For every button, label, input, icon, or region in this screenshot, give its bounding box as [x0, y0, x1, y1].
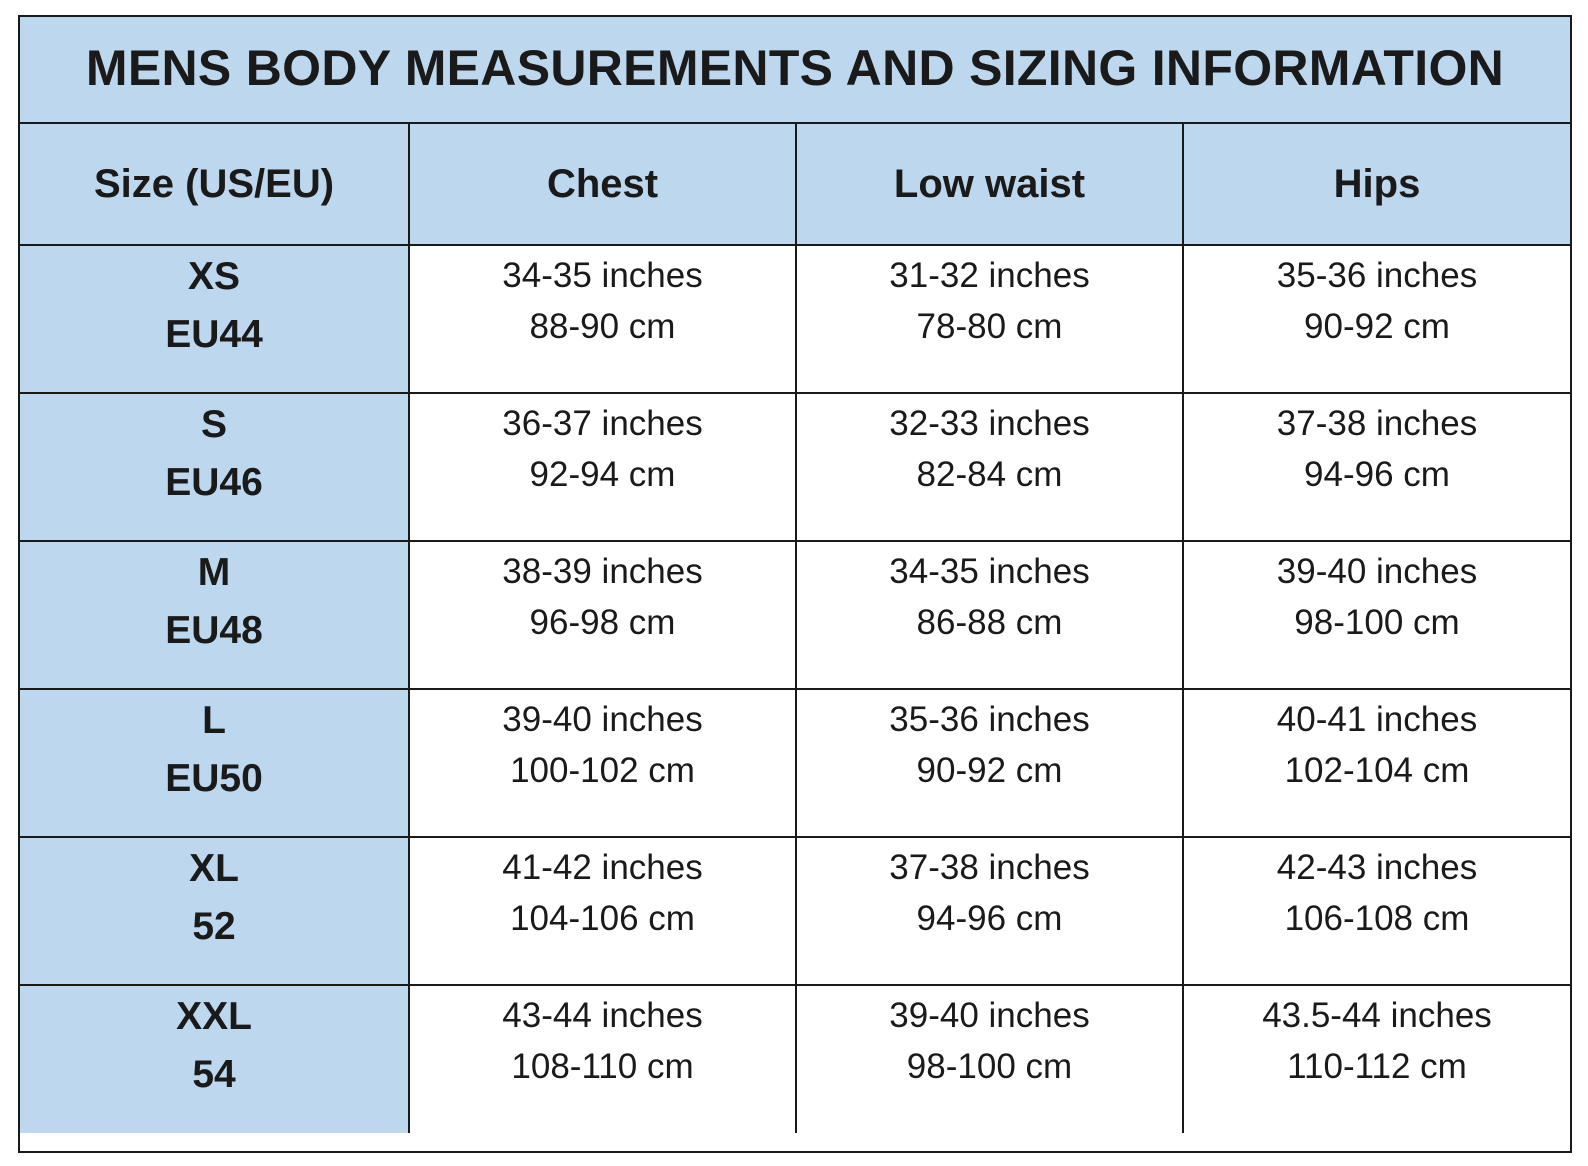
low-waist-inches: 39-40 inches [889, 996, 1090, 1035]
hips-cm: 110-112 cm [1287, 1047, 1467, 1086]
low-waist-cell: 34-35 inches 86-88 cm [795, 540, 1184, 690]
table-row: L EU50 39-40 inches 100-102 cm 35-36 inc… [20, 688, 1570, 838]
chest-inches: 43-44 inches [502, 996, 703, 1035]
hips-cm: 106-108 cm [1284, 899, 1470, 938]
chest-cm: 104-106 cm [510, 899, 695, 938]
low-waist-cm: 94-96 cm [916, 899, 1063, 938]
hips-inches: 40-41 inches [1276, 700, 1478, 739]
size-label: L [202, 699, 226, 742]
size-label: XXL [176, 995, 252, 1038]
chest-cm: 100-102 cm [510, 751, 695, 790]
column-header-chest: Chest [408, 124, 797, 246]
low-waist-inches: 34-35 inches [889, 552, 1090, 591]
chest-inches: 41-42 inches [502, 848, 703, 887]
eu-size-label: EU50 [165, 757, 263, 800]
low-waist-cell: 32-33 inches 82-84 cm [795, 392, 1184, 542]
low-waist-cm: 78-80 cm [916, 307, 1063, 346]
hips-cm: 90-92 cm [1304, 307, 1450, 346]
hips-cell: 37-38 inches 94-96 cm [1181, 392, 1570, 542]
size-table: Size (US/EU) Chest Low waist Hips XS EU4… [20, 124, 1570, 1133]
hips-cell: 39-40 inches 98-100 cm [1181, 540, 1570, 690]
size-label: XS [187, 255, 241, 298]
column-header-size: Size (US/EU) [20, 124, 411, 246]
hips-inches: 42-43 inches [1276, 848, 1478, 887]
size-cell: XS EU44 [20, 244, 411, 394]
chest-inches: 39-40 inches [502, 700, 703, 739]
chest-cm: 88-90 cm [529, 307, 676, 346]
table-row: S EU46 36-37 inches 92-94 cm 32-33 inche… [20, 392, 1570, 542]
chest-inches: 36-37 inches [502, 404, 703, 443]
size-chart: MENS BODY MEASUREMENTS AND SIZING INFORM… [18, 15, 1572, 1153]
hips-cm: 94-96 cm [1304, 455, 1450, 494]
low-waist-inches: 37-38 inches [889, 848, 1090, 887]
table-row: XL 52 41-42 inches 104-106 cm 37-38 inch… [20, 836, 1570, 986]
header-row: Size (US/EU) Chest Low waist Hips [20, 124, 1570, 246]
hips-inches: 35-36 inches [1276, 256, 1478, 295]
hips-cm: 98-100 cm [1294, 603, 1460, 642]
table-row: M EU48 38-39 inches 96-98 cm 34-35 inche… [20, 540, 1570, 690]
column-header-hips: Hips [1181, 124, 1570, 246]
chest-cell: 36-37 inches 92-94 cm [408, 392, 797, 542]
size-cell: M EU48 [20, 540, 411, 690]
chest-cell: 34-35 inches 88-90 cm [408, 244, 797, 394]
eu-size-label: EU48 [165, 609, 263, 652]
hips-cell: 35-36 inches 90-92 cm [1181, 244, 1570, 394]
low-waist-inches: 35-36 inches [889, 700, 1090, 739]
low-waist-cell: 39-40 inches 98-100 cm [795, 984, 1184, 1133]
size-cell: XXL 54 [20, 984, 411, 1133]
low-waist-cm: 86-88 cm [916, 603, 1063, 642]
size-cell: XL 52 [20, 836, 411, 986]
size-label: XL [189, 847, 239, 890]
table-row: XS EU44 34-35 inches 88-90 cm 31-32 inch… [20, 244, 1570, 394]
title-bar: MENS BODY MEASUREMENTS AND SIZING INFORM… [20, 17, 1570, 124]
eu-size-label: 54 [192, 1053, 236, 1096]
low-waist-cm: 90-92 cm [916, 751, 1063, 790]
size-cell: L EU50 [20, 688, 411, 838]
hips-inches: 37-38 inches [1276, 404, 1478, 443]
low-waist-cell: 31-32 inches 78-80 cm [795, 244, 1184, 394]
low-waist-inches: 31-32 inches [889, 256, 1090, 295]
hips-cell: 42-43 inches 106-108 cm [1181, 836, 1570, 986]
eu-size-label: 52 [192, 905, 236, 948]
low-waist-cm: 98-100 cm [906, 1047, 1073, 1086]
chest-cm: 108-110 cm [511, 1047, 694, 1086]
column-header-low-waist: Low waist [795, 124, 1184, 246]
chest-inches: 38-39 inches [502, 552, 703, 591]
eu-size-label: EU44 [165, 313, 263, 356]
hips-inches: 39-40 inches [1276, 552, 1478, 591]
low-waist-inches: 32-33 inches [889, 404, 1090, 443]
chest-inches: 34-35 inches [502, 256, 703, 295]
low-waist-cell: 35-36 inches 90-92 cm [795, 688, 1184, 838]
chest-cm: 96-98 cm [529, 603, 676, 642]
chest-cell: 41-42 inches 104-106 cm [408, 836, 797, 986]
low-waist-cm: 82-84 cm [916, 455, 1063, 494]
chest-cell: 38-39 inches 96-98 cm [408, 540, 797, 690]
low-waist-cell: 37-38 inches 94-96 cm [795, 836, 1184, 986]
table-row: XXL 54 43-44 inches 108-110 cm 39-40 inc… [20, 984, 1570, 1133]
chest-cell: 43-44 inches 108-110 cm [408, 984, 797, 1133]
hips-cm: 102-104 cm [1284, 751, 1470, 790]
eu-size-label: EU46 [165, 461, 263, 504]
chest-cell: 39-40 inches 100-102 cm [408, 688, 797, 838]
hips-cell: 40-41 inches 102-104 cm [1181, 688, 1570, 838]
chest-cm: 92-94 cm [529, 455, 676, 494]
hips-inches: 43.5-44 inches [1262, 996, 1492, 1035]
size-cell: S EU46 [20, 392, 411, 542]
size-label: S [201, 403, 228, 446]
chart-title: MENS BODY MEASUREMENTS AND SIZING INFORM… [85, 39, 1505, 96]
hips-cell: 43.5-44 inches 110-112 cm [1181, 984, 1570, 1133]
size-label: M [197, 551, 231, 594]
